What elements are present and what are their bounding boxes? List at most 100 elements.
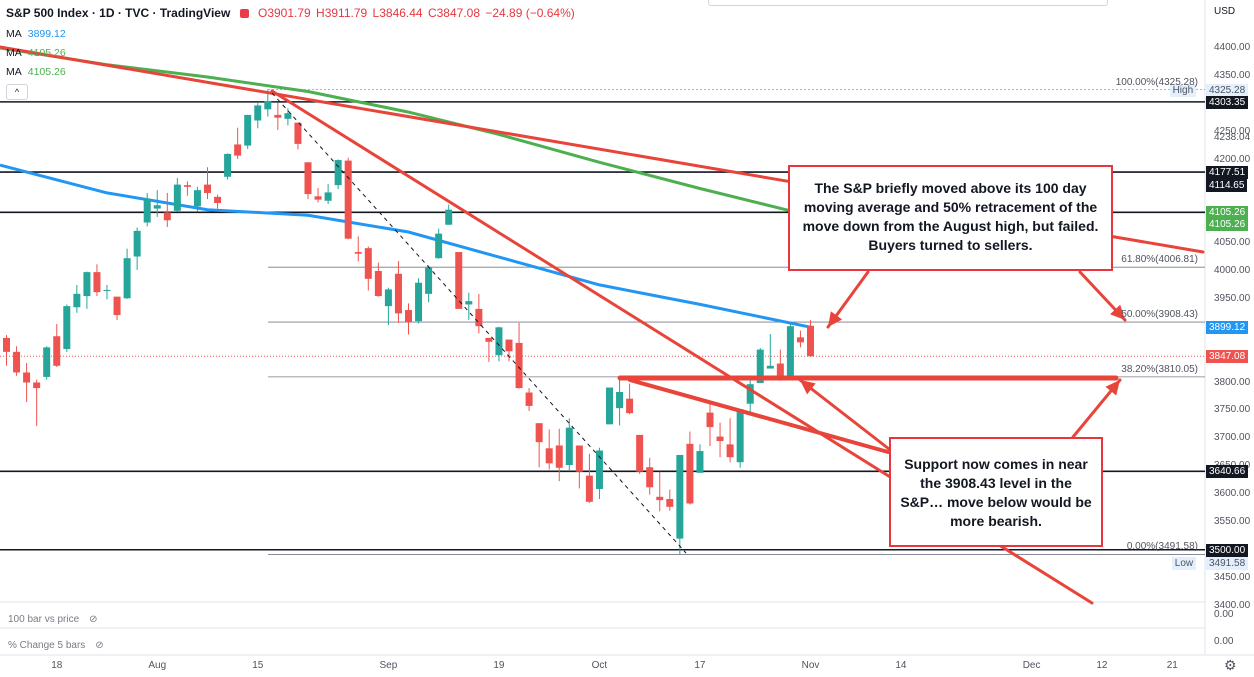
price-tag[interactable]: 3899.12 <box>1206 321 1249 335</box>
candle-up <box>264 100 272 110</box>
candle-down <box>535 423 543 443</box>
annotation-upper: The S&P briefly moved above its 100 day … <box>788 165 1113 271</box>
candle-down <box>214 196 222 203</box>
price-tag[interactable]: 4114.65 <box>1206 179 1248 193</box>
y-axis-tick-label: 4238.04 <box>1214 132 1251 144</box>
y-axis-tick-label: 3550.00 <box>1214 515 1251 527</box>
candle-up <box>193 190 201 207</box>
indicator-ma-200a[interactable]: MA 4105.26 <box>6 47 66 59</box>
candle-down <box>3 337 10 352</box>
ohlc-close: C3847.08 <box>427 6 480 20</box>
y-axis-tick-label: 3950.00 <box>1214 292 1251 304</box>
price-tag[interactable]: 4105.26 <box>1206 206 1249 220</box>
dashed-fib-diagonal <box>271 92 687 554</box>
candle-down <box>274 114 282 118</box>
price-tag[interactable]: 3640.66 <box>1206 465 1249 479</box>
candle-up <box>766 365 774 369</box>
candle-down <box>374 271 382 297</box>
candle-up <box>143 198 151 223</box>
candle-up <box>244 114 252 146</box>
pane-value: 0.00 <box>1214 636 1234 647</box>
fib-level-label: 50.00%(3908.43) <box>1121 309 1198 321</box>
price-tag-value: 3899.12 <box>1209 322 1246 334</box>
x-axis-tick-label: 19 <box>493 660 505 671</box>
y-axis-tick-label: 3800.00 <box>1214 376 1251 388</box>
candle-down <box>204 184 211 193</box>
candle-up <box>83 272 91 297</box>
price-tag-value: 4105.26 <box>1209 219 1246 231</box>
candle-up <box>445 209 453 225</box>
pane-label-percent-change[interactable]: % Change 5 bars ⊘ <box>8 640 104 651</box>
ohlc-low: L3846.44 <box>372 6 423 20</box>
candle-down <box>776 363 784 379</box>
candle-down <box>585 475 593 502</box>
annotation-lower: Support now comes in near the 3908.43 le… <box>889 437 1103 547</box>
price-tag[interactable]: Low 3491.58 <box>1171 556 1249 570</box>
candle-up <box>133 230 141 257</box>
candle-up <box>73 293 81 308</box>
price-tag-value: 4105.26 <box>1209 207 1246 219</box>
support-trend-line <box>628 378 890 454</box>
pane-label: 100 bar vs price <box>8 614 80 625</box>
candle-up <box>495 327 503 356</box>
candle-down <box>23 372 31 383</box>
price-tag-value: 3847.08 <box>1209 351 1246 363</box>
y-axis-tick-label: 4050.00 <box>1214 237 1251 249</box>
candle-up <box>676 454 684 539</box>
y-axis-tick-label: 4250.00 <box>1214 125 1251 137</box>
candle-up <box>565 427 573 466</box>
candle-down <box>706 412 714 428</box>
candle-down <box>515 342 523 389</box>
top-tab[interactable] <box>708 0 1108 6</box>
arrow-to-support <box>798 378 891 451</box>
price-tag[interactable]: 4303.35 <box>1206 95 1249 109</box>
price-tag[interactable]: 4177.51 <box>1206 166 1249 180</box>
pane-value: 0.00 <box>1214 609 1234 620</box>
candle-down <box>545 448 553 464</box>
price-tag[interactable]: 3847.08 <box>1206 350 1249 364</box>
currency-label[interactable]: USD <box>1214 6 1236 17</box>
candle-down <box>344 160 352 239</box>
fib-level-label: 100.00%(4325.28) <box>1115 76 1198 88</box>
candle-down <box>646 467 654 488</box>
candle-down <box>163 212 171 221</box>
price-tag[interactable]: 3500.00 <box>1206 543 1249 557</box>
price-tag[interactable]: High 4325.28 <box>1169 83 1249 97</box>
y-axis-tick-label: 3450.00 <box>1214 571 1251 583</box>
candle-up <box>736 409 744 463</box>
candle-up <box>63 306 71 350</box>
candle-down <box>13 351 21 373</box>
indicator-name: MA <box>6 28 22 40</box>
ohlc-open: O3901.79 <box>257 6 311 20</box>
candle-down <box>525 392 533 406</box>
collapse-legend-button[interactable]: ^ <box>6 84 28 100</box>
indicator-value: 4105.26 <box>27 66 66 78</box>
settings-gear-icon[interactable]: ⚙ <box>1224 657 1237 673</box>
hidden-eye-icon: ⊘ <box>95 640 104 651</box>
candle-up <box>606 387 613 425</box>
candle-down <box>666 499 674 507</box>
price-tag[interactable]: 4105.26 <box>1206 218 1249 232</box>
candle-up <box>616 391 624 409</box>
pane-label-bar-vs-price[interactable]: 100 bar vs price ⊘ <box>8 614 98 625</box>
y-axis-tick-label: 4200.00 <box>1214 153 1251 165</box>
chart-header: S&P 500 Index · 1D · TVC · TradingView O… <box>6 6 577 20</box>
candle-down <box>113 296 121 316</box>
candle-down <box>364 248 372 279</box>
indicator-value: 3899.12 <box>27 28 66 40</box>
symbol-title[interactable]: S&P 500 Index · 1D · TVC · TradingView <box>6 6 231 20</box>
candle-up <box>224 153 232 177</box>
candle-down <box>304 162 312 195</box>
candle-down <box>636 434 644 472</box>
candle-down <box>796 337 804 343</box>
candle-up <box>384 289 392 307</box>
indicator-name: MA <box>6 66 22 78</box>
candle-up <box>756 349 764 384</box>
x-axis-tick-label: 18 <box>51 660 63 671</box>
candle-down <box>53 336 61 366</box>
x-axis-tick-label: Oct <box>591 660 608 671</box>
candle-down <box>726 444 734 458</box>
indicator-ma-100[interactable]: MA 3899.12 <box>6 28 66 40</box>
indicator-ma-200b[interactable]: MA 4105.26 <box>6 66 66 78</box>
